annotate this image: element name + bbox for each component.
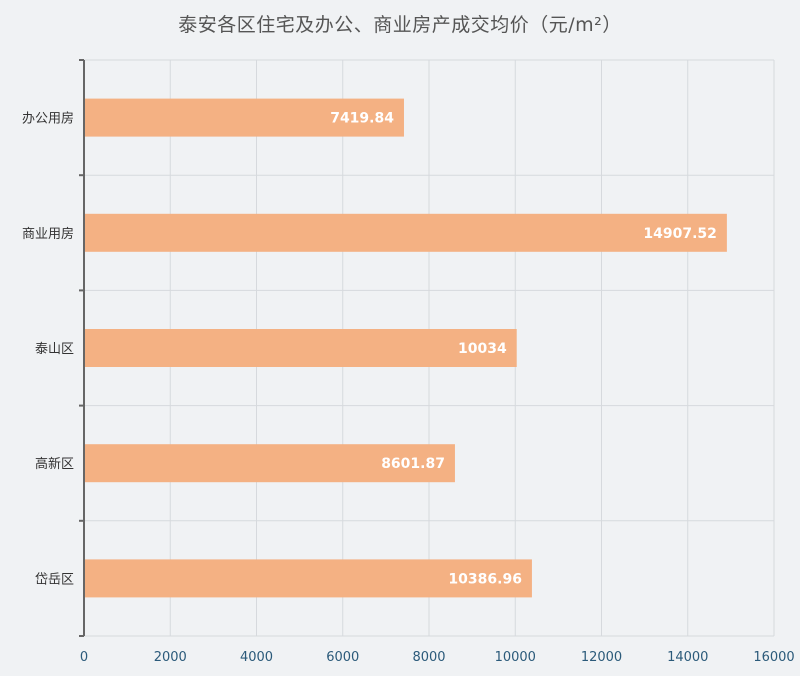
x-tick-label: 2000 [154,650,187,665]
bar [84,559,532,598]
bar-value-label: 10034 [458,341,507,357]
bar [84,98,404,137]
x-tick-label: 0 [80,650,88,665]
x-tick-label: 12000 [581,650,622,665]
bar-value-label: 7419.84 [330,111,394,127]
x-tick-label: 6000 [326,650,359,665]
category-label: 岱岳区 [35,572,74,587]
category-label: 商业用房 [22,226,74,242]
x-tick-label: 8000 [412,650,445,665]
x-tick-label: 14000 [667,650,708,665]
x-tick-label: 16000 [753,650,794,665]
bar [84,444,455,483]
bar [84,213,727,252]
category-label: 泰山区 [35,342,74,357]
x-tick-label: 10000 [495,650,536,665]
category-label: 办公用房 [22,111,74,127]
bar-value-label: 10386.96 [448,571,522,587]
bar [84,329,517,367]
bar-value-label: 8601.87 [381,456,445,472]
bar-value-label: 14907.52 [643,226,717,242]
x-tick-label: 4000 [240,650,273,665]
bar-layer: 7419.84 14907.52 10034 8601.87 10386.96 [84,98,727,598]
category-label: 高新区 [35,456,74,472]
chart-title: 泰安各区住宅及办公、商业房产成交均价（元/m²） [178,14,622,36]
